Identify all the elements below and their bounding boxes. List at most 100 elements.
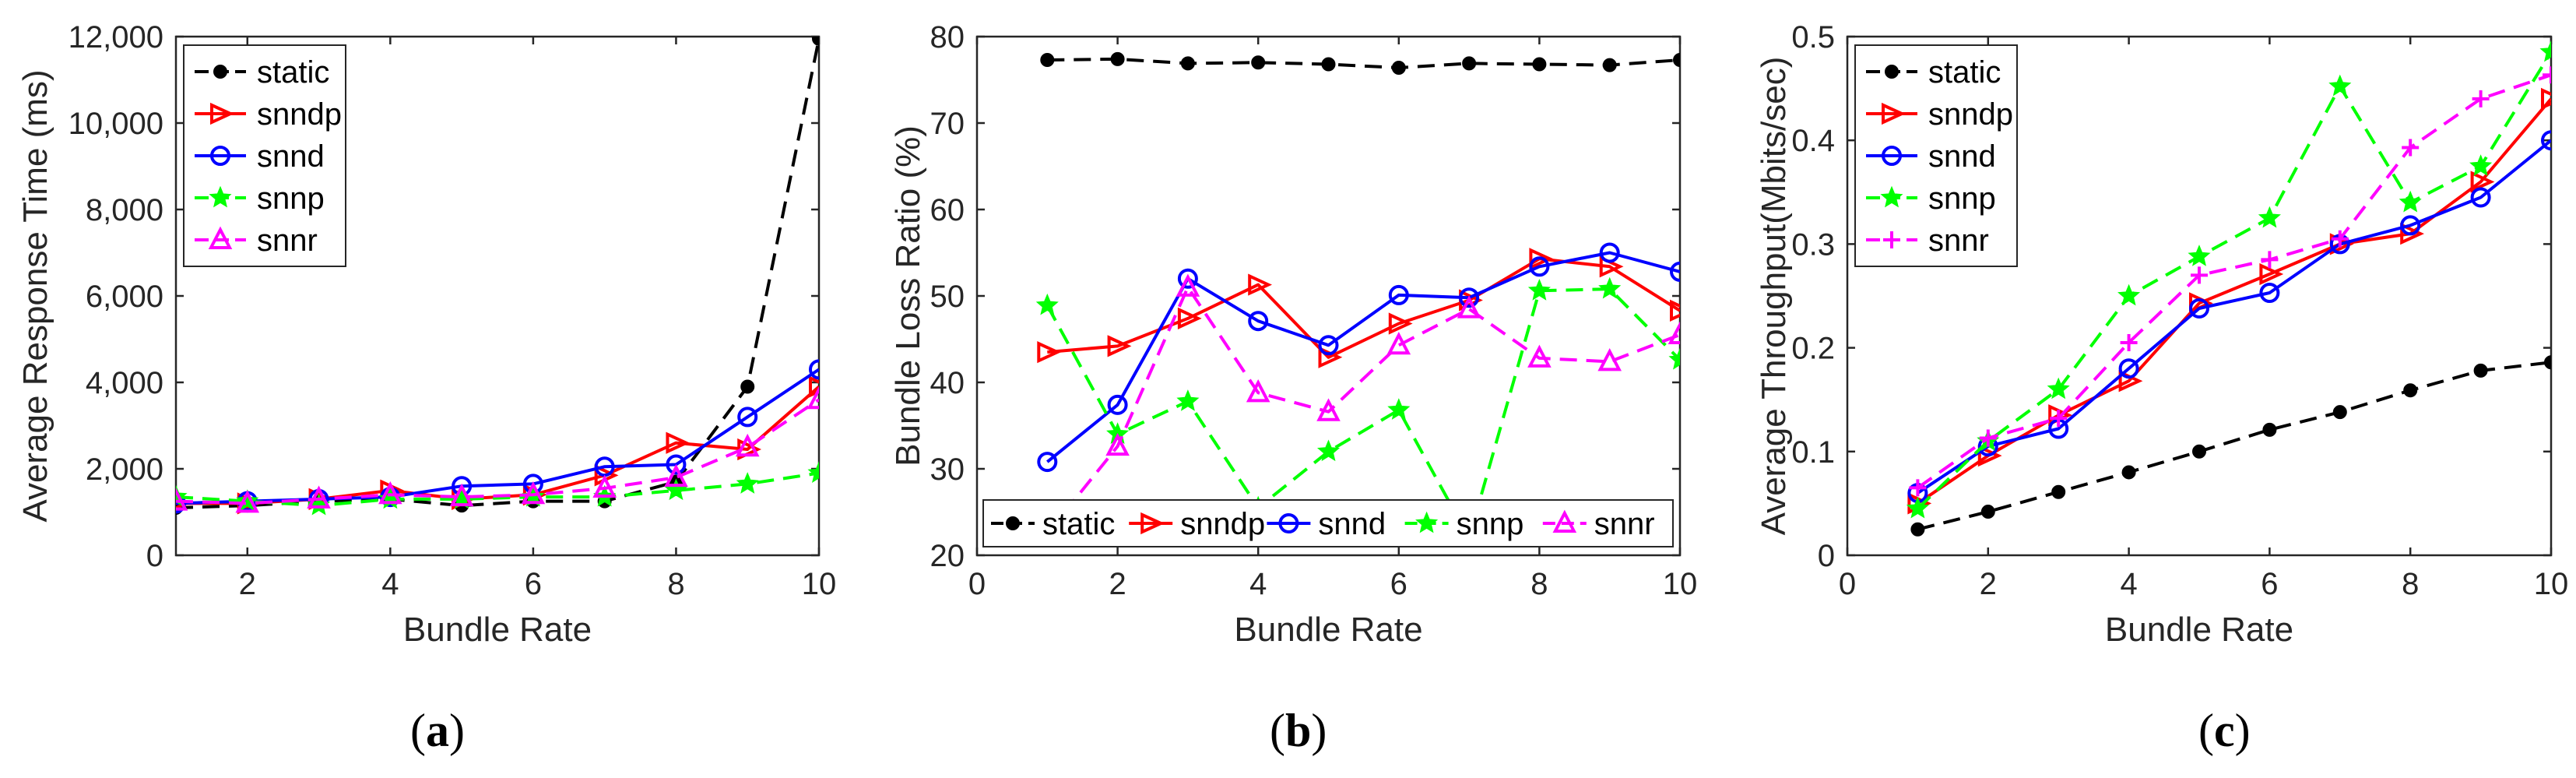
data-point-snnd: [2400, 215, 2421, 236]
legend-label-snnp: snnp: [257, 181, 325, 216]
data-point-snnd: [1037, 452, 1058, 473]
series-line-snndp: [1917, 97, 2551, 505]
data-point-snnr: [1246, 378, 1270, 403]
legend: static snndp snnd snnp snnr: [1854, 44, 2018, 267]
legend-marker-snnr: [1883, 231, 1900, 248]
data-point-snnr: [735, 433, 760, 457]
y-tick-label: 2,000: [86, 452, 163, 487]
data-point-snnr: [2331, 230, 2349, 248]
series-line-snnd: [1046, 251, 1680, 463]
legend-marker-snndp: [1140, 512, 1165, 535]
data-point-snnr: [1909, 479, 1927, 497]
legend: static snndp snnd snnp snnr: [982, 499, 1674, 547]
data-point-static: [1462, 56, 1477, 71]
legend-marker-snnp: [209, 185, 232, 208]
legend-label-snnr: snnr: [257, 224, 318, 258]
x-axis-label: Bundle Rate: [403, 611, 592, 649]
data-point-static: [2121, 465, 2136, 480]
legend-label-snnp: snnp: [1457, 507, 1524, 541]
data-point-snnp: [2328, 74, 2352, 97]
y-tick-label: 30: [930, 452, 965, 487]
x-tick-label: 10: [802, 567, 837, 601]
legend-label-snnr: snnr: [1928, 224, 1989, 258]
data-point-snnr: [664, 463, 688, 488]
data-point-snnd: [176, 493, 186, 514]
data-point-snndp: [1977, 445, 2002, 467]
legend-marker-snndp: [1882, 102, 1906, 125]
x-tick-label: 2: [1980, 567, 1997, 601]
plot-area: [1846, 35, 2553, 557]
y-tick-label: 0.1: [1791, 435, 1835, 470]
data-point-static: [2262, 422, 2277, 437]
data-point-snnr: [235, 490, 260, 513]
data-point-snnd: [2470, 187, 2491, 208]
x-tick-label: 0: [1839, 567, 1856, 601]
data-point-snnd: [1318, 335, 1339, 356]
series-line-snnp: [1046, 287, 1680, 540]
data-point-static: [740, 379, 755, 394]
legend-marker-static: [213, 65, 227, 79]
data-point-snnr: [807, 385, 819, 410]
x-tick-label: 10: [2534, 567, 2569, 601]
legend-label-static: static: [257, 55, 329, 90]
data-point-snnr: [2261, 251, 2279, 269]
y-axis-label: Average Throughput(Mbits/sec): [1755, 57, 1793, 536]
y-tick-label: 4,000: [86, 366, 163, 400]
data-point-snnp: [2047, 377, 2070, 400]
data-point-snndp: [1248, 273, 1273, 296]
data-point-static: [2544, 355, 2551, 370]
plot-area: [975, 35, 1682, 557]
data-point-static: [1110, 51, 1125, 66]
data-point-snndp: [1107, 335, 1132, 357]
x-tick-label: 4: [2120, 567, 2137, 601]
data-point-static: [1532, 57, 1547, 72]
legend-marker-static: [1006, 516, 1020, 530]
data-point-snndp: [2541, 87, 2551, 111]
legend-label-snndp: snndp: [1928, 97, 2013, 132]
data-point-snnp: [1668, 347, 1680, 370]
panel-label-letter: a: [426, 705, 449, 756]
x-tick-label: 2: [1109, 567, 1126, 601]
panel-label-paren: ): [1311, 705, 1327, 756]
legend-marker-snnr: [208, 226, 233, 249]
legend: static snndp snnd snnp snnr: [183, 44, 346, 267]
y-axis-label: Bundle Loss Ratio (%): [889, 125, 927, 466]
data-point-snnr: [1457, 295, 1481, 319]
x-tick-label: 4: [381, 567, 399, 601]
data-point-snnd: [1177, 268, 1198, 289]
data-point-snnd: [594, 456, 615, 477]
data-point-static: [1910, 522, 1925, 537]
y-tick-label: 6,000: [86, 280, 163, 314]
chart-panel-c: 0 2 4 6 8 10 0 0.1 0.2 0.3 0.4 0.5 Bundle Rate Averag…: [1755, 20, 2568, 756]
data-point-static: [1602, 58, 1617, 72]
data-point-snnp: [1316, 439, 1341, 462]
data-point-snnd: [1599, 242, 1620, 263]
data-point-snnp: [736, 472, 759, 494]
data-point-static: [1673, 52, 1680, 67]
data-point-snnp: [1035, 293, 1059, 315]
data-point-snnr: [1105, 432, 1130, 456]
y-tick-label: 40: [930, 366, 965, 400]
legend-marker-snnr: [1552, 509, 1577, 533]
data-point-snnr: [1316, 398, 1341, 421]
x-tick-label: 10: [1663, 567, 1698, 601]
data-point-snnr: [1527, 344, 1552, 368]
chart-panel-a: 2 4 6 8 10 0 2,000 4,000 6,000 8,000 10,000 12,000 B…: [16, 20, 836, 756]
series-group: [176, 37, 819, 516]
data-point-snnr: [307, 485, 331, 509]
legend-label-snnd: snnd: [257, 139, 325, 174]
series-line-static: [1917, 361, 2551, 531]
legend-marker-static: [1885, 65, 1899, 79]
y-tick-label: 20: [930, 539, 965, 573]
data-point-snndp: [1177, 307, 1202, 329]
panel-label-paren: (: [410, 705, 426, 756]
data-point-snnr: [176, 488, 188, 511]
legend-label-snnd: snnd: [1928, 139, 1996, 174]
legend-marker-snndp: [210, 102, 234, 125]
y-tick-label: 10,000: [69, 107, 163, 141]
data-point-snnp: [807, 461, 819, 483]
series-line-snnr: [176, 398, 819, 505]
data-point-snndp: [2470, 171, 2495, 193]
data-point-static: [812, 37, 819, 46]
